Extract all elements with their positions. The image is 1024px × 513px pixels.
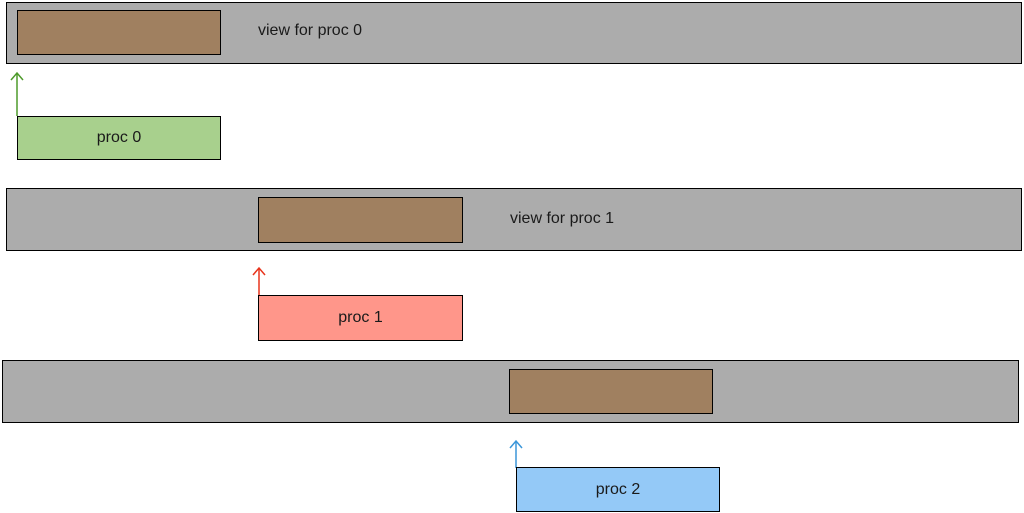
view-label-proc-0: view for proc 0 [258,22,363,39]
view-label-proc-1: view for proc 1 [510,210,615,227]
proc-box-1: proc 1 [258,295,463,341]
view-bar-proc-1 [6,188,1022,251]
up-arrow-icon [10,71,24,116]
up-arrow-icon [252,266,266,296]
up-arrow-icon [509,439,523,468]
view-block-proc-1 [258,197,463,243]
proc-box-0: proc 0 [17,116,221,160]
view-block-proc-2 [509,369,713,414]
proc-box-2: proc 2 [516,467,720,512]
view-block-proc-0 [17,10,221,55]
